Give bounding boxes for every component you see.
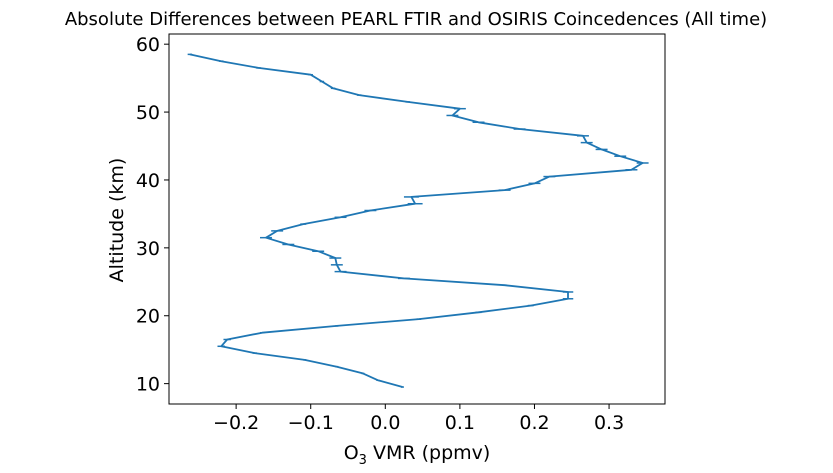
series-line (189, 53, 644, 388)
x-axis: −0.2 −0.1 0.0 0.1 0.2 0.3 (213, 404, 624, 434)
plot-frame (168, 33, 666, 405)
x-tick-label: 0.1 (445, 412, 475, 434)
x-axis-label-main: O (344, 442, 359, 464)
y-tick-label: 10 (136, 374, 160, 396)
plot-area (187, 53, 649, 388)
y-tick-label: 20 (136, 306, 160, 328)
x-tick-label: 0.2 (519, 412, 549, 434)
y-axis: 10 20 30 40 50 60 (136, 34, 169, 396)
x-tick-label: 0.3 (594, 412, 624, 434)
y-tick-label: 60 (136, 34, 160, 56)
y-axis-label: Altitude (km) (106, 158, 128, 283)
y-tick-label: 50 (136, 102, 160, 124)
y-tick-label: 30 (136, 238, 160, 260)
x-tick-label: −0.2 (213, 412, 259, 434)
chart-title: Absolute Differences between PEARL FTIR … (65, 9, 767, 30)
x-axis-label: O3 VMR (ppmv) (344, 442, 491, 468)
x-axis-label-subscript: 3 (359, 453, 367, 468)
x-tick-label: 0.0 (370, 412, 400, 434)
x-tick-label: −0.1 (288, 412, 334, 434)
x-axis-label-rest: VMR (ppmv) (367, 442, 490, 464)
y-tick-label: 40 (136, 170, 160, 192)
